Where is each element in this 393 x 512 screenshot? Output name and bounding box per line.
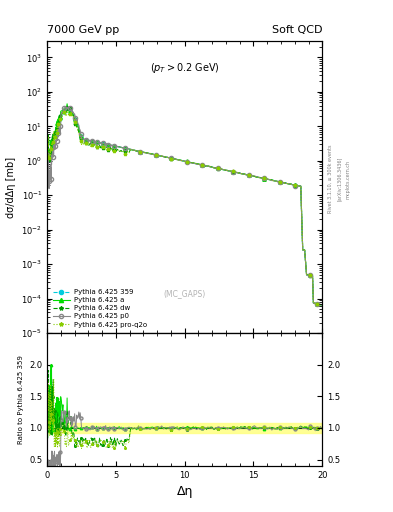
Y-axis label: Ratio to Pythia 6.425 359: Ratio to Pythia 6.425 359 [18, 355, 24, 444]
Legend: Pythia 6.425 359, Pythia 6.425 a, Pythia 6.425 dw, Pythia 6.425 p0, Pythia 6.425: Pythia 6.425 359, Pythia 6.425 a, Pythia… [51, 287, 149, 330]
Text: [arXiv:1306.3436]: [arXiv:1306.3436] [337, 157, 342, 201]
X-axis label: Δη: Δη [176, 485, 193, 498]
Text: (MC_GAPS): (MC_GAPS) [163, 289, 206, 298]
Text: Soft QCD: Soft QCD [272, 25, 322, 35]
Text: Rivet 3.1.10, ≥ 300k events: Rivet 3.1.10, ≥ 300k events [328, 145, 333, 214]
Y-axis label: dσ/dΔη [mb]: dσ/dΔη [mb] [6, 157, 16, 218]
Text: $(p_T > 0.2$ GeV$)$: $(p_T > 0.2$ GeV$)$ [150, 61, 220, 75]
Bar [47, 423, 322, 433]
Text: mcplots.cern.ch: mcplots.cern.ch [345, 160, 350, 199]
Text: 7000 GeV pp: 7000 GeV pp [47, 25, 119, 35]
